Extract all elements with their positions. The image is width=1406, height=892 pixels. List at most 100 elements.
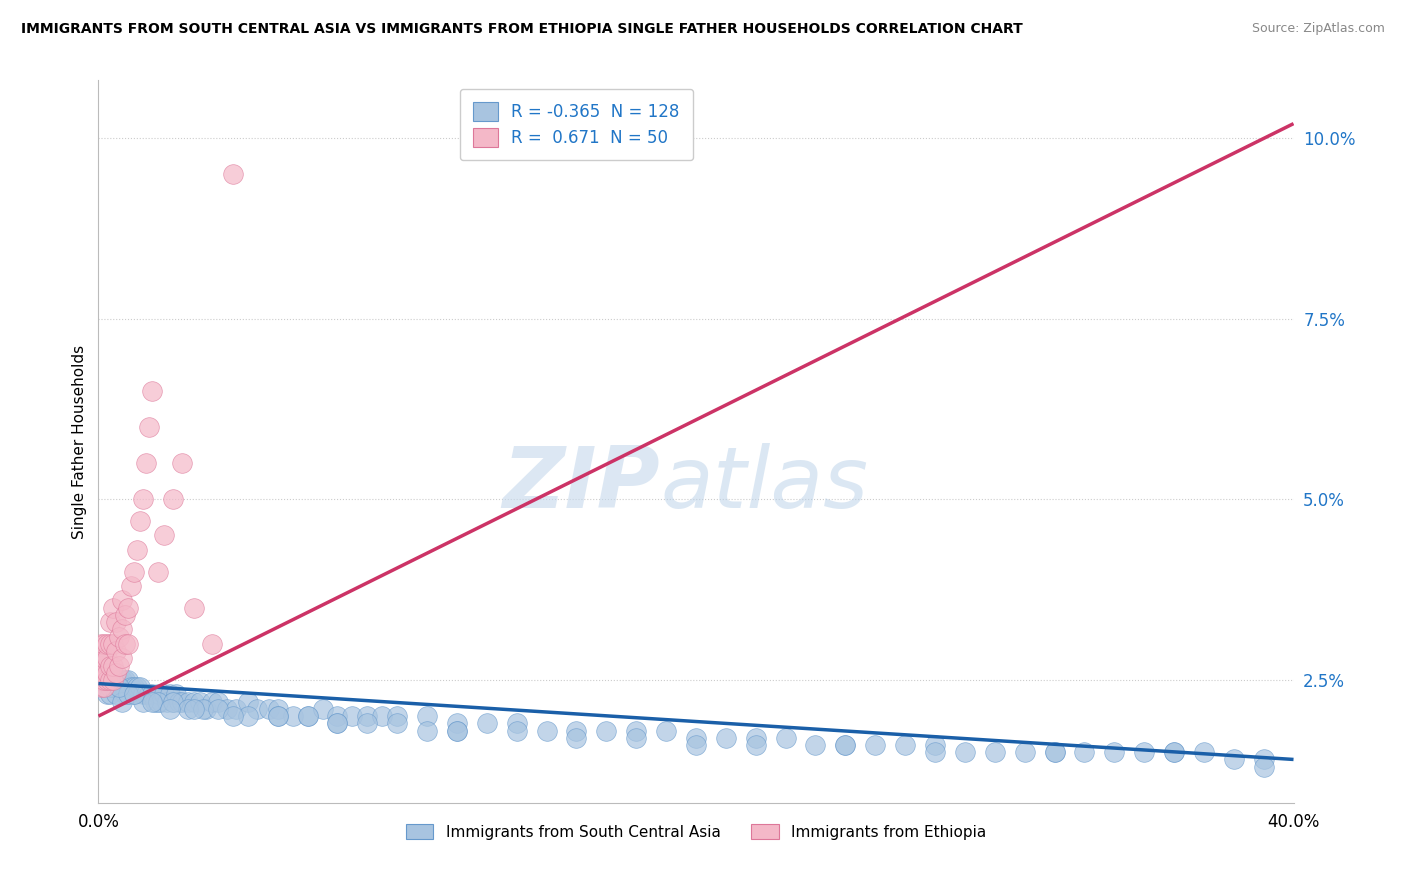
Point: [191, 702, 214, 716]
Point: [90, 665, 112, 680]
Point: [98, 687, 122, 701]
Text: atlas: atlas: [661, 443, 868, 526]
Point: [117, 687, 139, 701]
Point: [1163, 745, 1185, 759]
Point: [108, 658, 131, 673]
Point: [626, 723, 648, 738]
Point: [326, 716, 349, 731]
Point: [132, 695, 155, 709]
Point: [103, 673, 125, 687]
Point: [371, 709, 394, 723]
Point: [108, 680, 131, 694]
Point: [93, 680, 115, 694]
Point: [111, 651, 134, 665]
Point: [105, 687, 128, 701]
Point: [117, 637, 139, 651]
Point: [114, 637, 136, 651]
Point: [246, 702, 269, 716]
Point: [96, 651, 118, 665]
Point: [96, 665, 118, 680]
Point: [1163, 745, 1185, 759]
Point: [114, 687, 136, 701]
Point: [98, 665, 122, 680]
Point: [297, 709, 319, 723]
Point: [103, 680, 125, 694]
Point: [153, 528, 176, 542]
Point: [129, 680, 152, 694]
Point: [159, 687, 181, 701]
Point: [103, 637, 125, 651]
Point: [93, 651, 115, 665]
Point: [685, 731, 707, 745]
Point: [111, 695, 134, 709]
Point: [207, 695, 229, 709]
Point: [236, 695, 259, 709]
Point: [1043, 745, 1066, 759]
Point: [446, 723, 468, 738]
Point: [201, 637, 224, 651]
Point: [96, 673, 118, 687]
Point: [172, 695, 194, 709]
Point: [177, 695, 200, 709]
Point: [111, 673, 134, 687]
Point: [108, 680, 131, 694]
Point: [127, 680, 149, 694]
Point: [225, 702, 247, 716]
Point: [117, 673, 139, 687]
Point: [120, 680, 142, 694]
Point: [103, 600, 125, 615]
Point: [90, 680, 112, 694]
Point: [565, 723, 588, 738]
Point: [195, 702, 218, 716]
Point: [132, 492, 155, 507]
Point: [745, 738, 768, 752]
Point: [90, 673, 112, 687]
Point: [93, 665, 115, 680]
Point: [98, 658, 122, 673]
Point: [446, 716, 468, 731]
Point: [385, 709, 409, 723]
Point: [156, 695, 179, 709]
Point: [138, 420, 160, 434]
Point: [96, 637, 118, 651]
Point: [105, 644, 128, 658]
Point: [93, 665, 115, 680]
Point: [326, 716, 349, 731]
Point: [356, 709, 378, 723]
Point: [1104, 745, 1126, 759]
Point: [162, 492, 184, 507]
Point: [188, 695, 211, 709]
Point: [267, 709, 290, 723]
Point: [93, 637, 115, 651]
Point: [141, 384, 163, 398]
Point: [105, 680, 128, 694]
Point: [984, 745, 1007, 759]
Point: [865, 738, 887, 752]
Point: [108, 630, 131, 644]
Point: [536, 723, 558, 738]
Point: [96, 665, 118, 680]
Point: [138, 687, 160, 701]
Point: [103, 658, 125, 673]
Point: [207, 702, 229, 716]
Point: [117, 600, 139, 615]
Point: [311, 702, 333, 716]
Point: [135, 456, 157, 470]
Point: [111, 593, 134, 607]
Point: [475, 716, 498, 731]
Point: [111, 623, 134, 637]
Point: [98, 615, 122, 630]
Point: [143, 695, 166, 709]
Legend: Immigrants from South Central Asia, Immigrants from Ethiopia: Immigrants from South Central Asia, Immi…: [399, 818, 993, 846]
Point: [127, 542, 149, 557]
Point: [124, 680, 146, 694]
Point: [124, 565, 146, 579]
Point: [135, 687, 157, 701]
Point: [96, 687, 118, 701]
Point: [90, 673, 112, 687]
Point: [745, 731, 768, 745]
Point: [297, 709, 319, 723]
Point: [132, 687, 155, 701]
Point: [506, 716, 529, 731]
Point: [177, 702, 200, 716]
